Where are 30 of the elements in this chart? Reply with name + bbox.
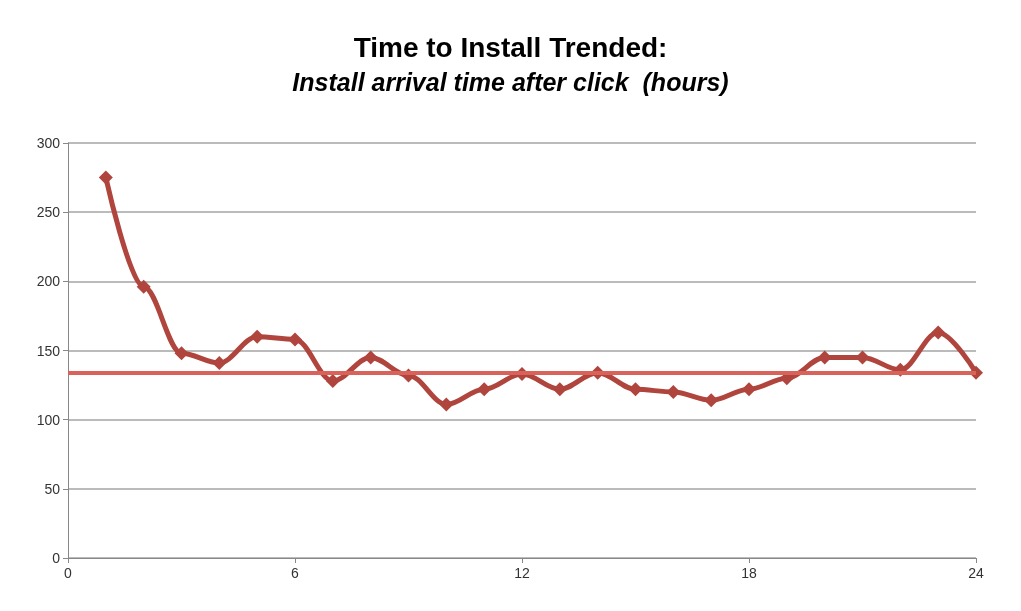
point xyxy=(477,382,492,397)
point xyxy=(704,393,719,408)
point xyxy=(136,279,151,294)
point xyxy=(439,397,454,412)
point xyxy=(174,346,189,361)
chart-subtitle: Install arrival time after click (hours) xyxy=(292,67,729,96)
point xyxy=(931,325,946,340)
y-tick-label: 300 xyxy=(36,135,61,151)
x-tick-label: 12 xyxy=(514,565,530,581)
point xyxy=(552,382,567,397)
x-tick-label: 18 xyxy=(741,565,757,581)
point xyxy=(325,373,340,388)
point xyxy=(98,170,113,185)
chart-title: Time to Install Trended: xyxy=(353,31,668,63)
point xyxy=(288,332,302,347)
y-tick-label: 250 xyxy=(36,204,61,221)
point xyxy=(628,382,643,397)
y-tick-label: 100 xyxy=(36,411,61,428)
y-tick-label: 0 xyxy=(52,550,61,566)
point xyxy=(363,350,378,365)
y-tick-label: 150 xyxy=(36,342,61,359)
x-tick-label: 0 xyxy=(64,565,73,581)
y-tick-label: 50 xyxy=(44,480,61,497)
point xyxy=(212,355,227,370)
x-tick-label: 24 xyxy=(968,565,984,581)
point xyxy=(742,382,756,397)
y-tick-label: 200 xyxy=(36,273,61,290)
point xyxy=(666,385,681,399)
point xyxy=(250,329,265,344)
x-tick-label: 6 xyxy=(291,565,300,581)
